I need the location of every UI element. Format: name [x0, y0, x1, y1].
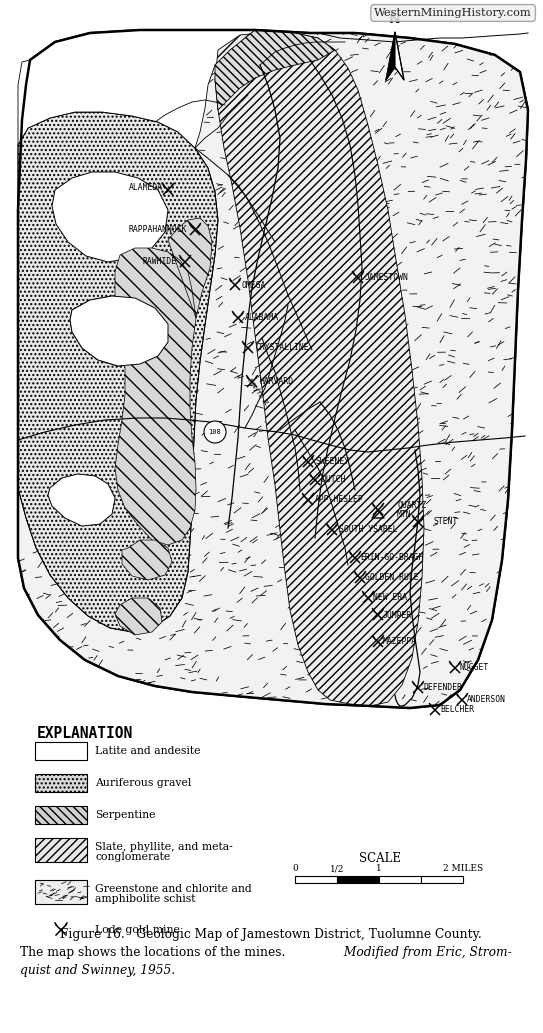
Polygon shape: [70, 296, 168, 366]
Bar: [337, 876, 379, 883]
Text: N: N: [389, 12, 401, 26]
Bar: [295, 876, 337, 883]
Text: ALAMEDA: ALAMEDA: [129, 184, 163, 192]
Text: EXPLANATION: EXPLANATION: [37, 726, 133, 741]
Text: Figure 16.   Geologic Map of Jamestown District, Tuolumne County.: Figure 16. Geologic Map of Jamestown Dis…: [60, 928, 482, 941]
Text: DEFENDER: DEFENDER: [423, 684, 462, 692]
Polygon shape: [386, 32, 395, 80]
Bar: [421, 876, 463, 883]
Polygon shape: [70, 296, 168, 366]
Text: JUMPER: JUMPER: [383, 611, 412, 620]
Text: ALABAMA: ALABAMA: [245, 313, 279, 322]
Text: SWEENEY: SWEENEY: [315, 458, 349, 467]
Text: conglomerate: conglomerate: [95, 852, 171, 862]
Text: Slate, phyllite, and meta-: Slate, phyllite, and meta-: [95, 842, 233, 852]
Polygon shape: [122, 540, 172, 580]
Polygon shape: [35, 838, 87, 862]
Text: STENT: STENT: [433, 518, 457, 527]
Text: Sierra R.: Sierra R.: [245, 376, 271, 408]
Polygon shape: [48, 474, 115, 526]
Text: quist and Swinney, 1955.: quist and Swinney, 1955.: [20, 964, 175, 977]
Polygon shape: [35, 880, 87, 904]
Polygon shape: [18, 112, 218, 632]
Text: CRYSTALLINE: CRYSTALLINE: [255, 344, 308, 352]
Polygon shape: [35, 806, 87, 824]
Text: ANDERSON: ANDERSON: [467, 695, 506, 705]
Text: WesternMiningHistory.com: WesternMiningHistory.com: [374, 8, 532, 18]
Text: APP-HESLEP: APP-HESLEP: [315, 496, 364, 504]
Text: SCALE: SCALE: [359, 852, 401, 865]
Text: 1/2: 1/2: [330, 864, 344, 873]
Text: 1: 1: [376, 864, 382, 873]
Text: NEW ERA: NEW ERA: [373, 594, 407, 602]
Text: RAPPAHANNOCK: RAPPAHANNOCK: [129, 225, 187, 234]
Text: HARVARD: HARVARD: [259, 377, 293, 386]
Polygon shape: [48, 474, 115, 526]
Text: NUGGET: NUGGET: [460, 663, 489, 672]
Polygon shape: [18, 30, 528, 708]
Text: Lode gold mine: Lode gold mine: [95, 925, 180, 935]
Text: ERIN-GO-BRAGH: ERIN-GO-BRAGH: [360, 554, 424, 563]
Polygon shape: [115, 218, 212, 545]
Polygon shape: [35, 774, 87, 792]
Text: amphibolite schist: amphibolite schist: [95, 894, 195, 904]
Text: Greenstone and chlorite and: Greenstone and chlorite and: [95, 884, 252, 894]
Text: JAMESTOWN: JAMESTOWN: [365, 274, 409, 282]
Text: MAZEPPA: MAZEPPA: [383, 637, 417, 647]
Text: Latite and andesite: Latite and andesite: [95, 746, 200, 756]
Text: 0: 0: [292, 864, 298, 873]
Text: Serpentine: Serpentine: [95, 810, 155, 820]
Polygon shape: [52, 173, 168, 262]
Text: Auriferous gravel: Auriferous gravel: [95, 778, 191, 788]
Polygon shape: [395, 32, 404, 80]
Text: DUTCH: DUTCH: [322, 475, 346, 484]
Polygon shape: [18, 30, 528, 708]
Text: GOLDEN RULE: GOLDEN RULE: [365, 573, 419, 583]
Polygon shape: [115, 598, 162, 635]
Text: RAWHIDE: RAWHIDE: [143, 257, 177, 267]
Text: QUARTZ
MTN: QUARTZ MTN: [397, 501, 426, 520]
Circle shape: [204, 421, 226, 443]
Text: 108: 108: [209, 429, 222, 435]
Text: 2 MILES: 2 MILES: [443, 864, 483, 873]
Polygon shape: [215, 30, 335, 109]
Bar: [379, 876, 421, 883]
Polygon shape: [18, 30, 255, 148]
Text: The map shows the locations of the mines.: The map shows the locations of the mines…: [20, 946, 286, 959]
Polygon shape: [35, 742, 87, 760]
Text: SOUTH YSABEL: SOUTH YSABEL: [339, 526, 397, 534]
Polygon shape: [215, 32, 424, 706]
Text: BELCHER: BELCHER: [440, 706, 474, 715]
Text: Modified from Eric, Strom-: Modified from Eric, Strom-: [340, 946, 512, 959]
Text: OMEGA: OMEGA: [242, 281, 267, 289]
